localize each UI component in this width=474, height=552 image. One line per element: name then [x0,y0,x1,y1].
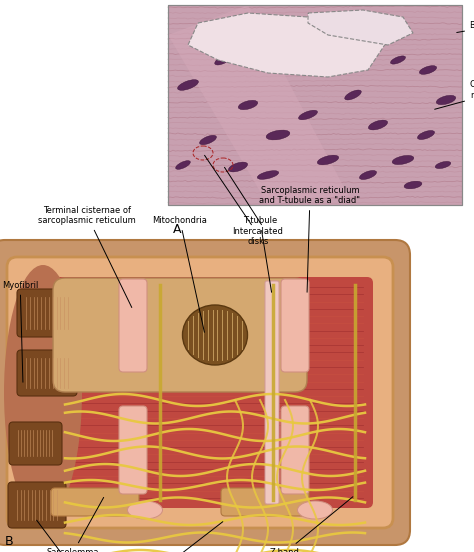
Polygon shape [168,5,348,205]
Polygon shape [308,10,413,45]
Bar [168,5,462,205]
Ellipse shape [404,181,422,189]
Ellipse shape [176,161,191,169]
FancyBboxPatch shape [17,350,77,396]
Ellipse shape [391,56,405,64]
Text: Intercalated
disks: Intercalated disks [233,227,283,246]
FancyBboxPatch shape [8,482,66,528]
Ellipse shape [368,120,388,130]
FancyBboxPatch shape [17,289,77,337]
Text: Z-band: Z-band [270,497,353,552]
FancyBboxPatch shape [53,278,307,392]
Polygon shape [188,13,388,77]
FancyBboxPatch shape [281,279,309,372]
Ellipse shape [192,30,204,40]
Ellipse shape [128,501,163,519]
FancyBboxPatch shape [27,277,373,508]
Ellipse shape [317,155,339,165]
Text: Sarcolemma: Sarcolemma [47,497,104,552]
FancyBboxPatch shape [265,281,279,504]
Text: Terminal cisternae of
sarcoplasmic reticulum: Terminal cisternae of sarcoplasmic retic… [38,205,136,307]
Text: B: B [5,535,14,548]
Ellipse shape [419,66,437,75]
Text: Mitochondria: Mitochondria [153,216,208,332]
Text: Blood vessels: Blood vessels [457,20,474,33]
Bar [168,5,462,205]
FancyBboxPatch shape [281,406,309,494]
Text: Sarcoplasmic reticulum
and T-tubule as a "diad": Sarcoplasmic reticulum and T-tubule as a… [259,185,361,292]
Text: Cardiac myocyte
nuclei: Cardiac myocyte nuclei [435,80,474,109]
Ellipse shape [418,130,435,140]
FancyBboxPatch shape [221,488,309,516]
Ellipse shape [436,95,456,105]
Ellipse shape [266,130,290,140]
FancyBboxPatch shape [51,488,139,516]
Ellipse shape [359,171,376,179]
Ellipse shape [228,162,247,172]
Ellipse shape [257,171,279,179]
Text: A: A [173,223,182,236]
Text: Myofibril: Myofibril [2,280,38,382]
Ellipse shape [286,55,300,65]
FancyBboxPatch shape [119,406,147,494]
Ellipse shape [215,55,231,65]
Ellipse shape [332,41,344,49]
Ellipse shape [238,100,258,110]
FancyBboxPatch shape [0,240,410,545]
Ellipse shape [200,135,217,145]
FancyBboxPatch shape [7,257,393,528]
Ellipse shape [299,110,318,120]
FancyBboxPatch shape [9,422,62,465]
Text: T-tubule: T-tubule [243,216,277,292]
Ellipse shape [298,501,332,519]
FancyBboxPatch shape [119,279,147,372]
Ellipse shape [4,265,82,520]
Ellipse shape [182,305,247,365]
Ellipse shape [435,161,451,168]
Text: Sarcoplasmic reticulum: Sarcoplasmic reticulum [121,522,223,552]
Ellipse shape [178,79,199,91]
Ellipse shape [345,90,361,100]
Ellipse shape [392,156,414,164]
